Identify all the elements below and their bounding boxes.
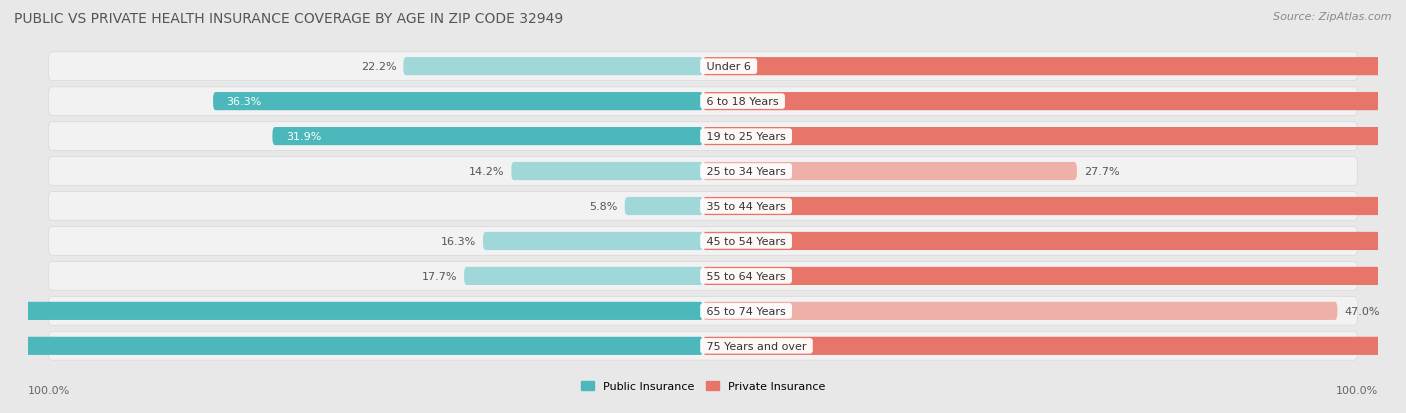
Text: 100.0%: 100.0% [28, 385, 70, 395]
FancyBboxPatch shape [624, 197, 703, 216]
Text: 75 Years and over: 75 Years and over [703, 341, 810, 351]
FancyBboxPatch shape [48, 332, 1358, 360]
Text: 6 to 18 Years: 6 to 18 Years [703, 97, 782, 107]
FancyBboxPatch shape [404, 58, 703, 76]
FancyBboxPatch shape [0, 302, 703, 320]
Text: 25 to 34 Years: 25 to 34 Years [703, 166, 789, 177]
Text: 36.3%: 36.3% [226, 97, 262, 107]
Text: 22.2%: 22.2% [361, 62, 396, 72]
FancyBboxPatch shape [48, 88, 1358, 116]
FancyBboxPatch shape [703, 232, 1406, 250]
Text: Under 6: Under 6 [703, 62, 755, 72]
Text: 35 to 44 Years: 35 to 44 Years [703, 202, 789, 211]
FancyBboxPatch shape [48, 157, 1358, 186]
Text: 19 to 25 Years: 19 to 25 Years [703, 132, 789, 142]
FancyBboxPatch shape [703, 128, 1406, 146]
FancyBboxPatch shape [464, 267, 703, 285]
Text: Source: ZipAtlas.com: Source: ZipAtlas.com [1274, 12, 1392, 22]
FancyBboxPatch shape [703, 163, 1077, 181]
Legend: Public Insurance, Private Insurance: Public Insurance, Private Insurance [576, 376, 830, 396]
FancyBboxPatch shape [48, 192, 1358, 221]
Text: 17.7%: 17.7% [422, 271, 457, 281]
FancyBboxPatch shape [48, 227, 1358, 256]
FancyBboxPatch shape [0, 337, 703, 355]
Text: 16.3%: 16.3% [441, 236, 477, 247]
Text: 100.0%: 100.0% [1336, 385, 1378, 395]
Text: 47.0%: 47.0% [1344, 306, 1379, 316]
Text: 27.7%: 27.7% [1084, 166, 1119, 177]
FancyBboxPatch shape [48, 53, 1358, 81]
FancyBboxPatch shape [703, 197, 1406, 216]
FancyBboxPatch shape [214, 93, 703, 111]
Text: PUBLIC VS PRIVATE HEALTH INSURANCE COVERAGE BY AGE IN ZIP CODE 32949: PUBLIC VS PRIVATE HEALTH INSURANCE COVER… [14, 12, 564, 26]
Text: 55 to 64 Years: 55 to 64 Years [703, 271, 789, 281]
FancyBboxPatch shape [703, 58, 1406, 76]
FancyBboxPatch shape [703, 267, 1406, 285]
FancyBboxPatch shape [48, 297, 1358, 325]
Text: 65 to 74 Years: 65 to 74 Years [703, 306, 789, 316]
FancyBboxPatch shape [703, 337, 1406, 355]
FancyBboxPatch shape [484, 232, 703, 250]
Text: 31.9%: 31.9% [285, 132, 322, 142]
FancyBboxPatch shape [703, 302, 1337, 320]
FancyBboxPatch shape [273, 128, 703, 146]
FancyBboxPatch shape [512, 163, 703, 181]
Text: 14.2%: 14.2% [470, 166, 505, 177]
FancyBboxPatch shape [703, 93, 1406, 111]
Text: 45 to 54 Years: 45 to 54 Years [703, 236, 789, 247]
FancyBboxPatch shape [48, 262, 1358, 291]
FancyBboxPatch shape [48, 122, 1358, 151]
Text: 5.8%: 5.8% [589, 202, 619, 211]
